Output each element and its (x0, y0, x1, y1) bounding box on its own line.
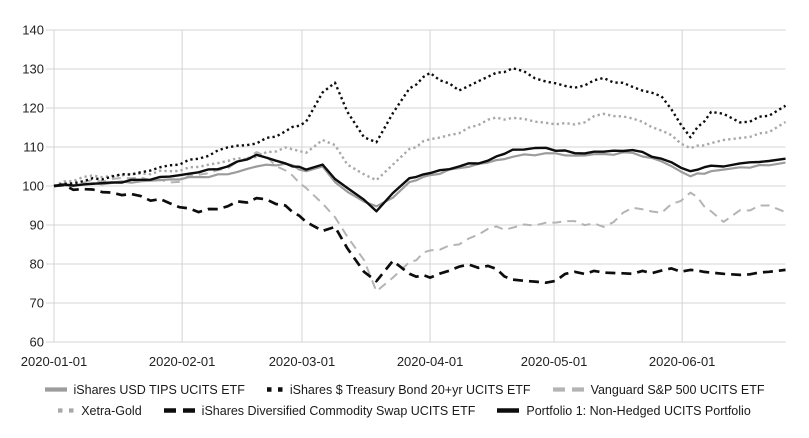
y-axis-tick-label: 110 (23, 140, 44, 155)
series-line-sp500 (53, 151, 786, 293)
series-line-commodity-swap (53, 183, 786, 285)
legend-item-treasury-20yr: iShares $ Treasury Bond 20+yr UCITS ETF (266, 382, 531, 397)
series-line-xetra-gold (53, 112, 787, 188)
legend-label: Xetra-Gold (81, 403, 142, 418)
legend-label: Portfolio 1: Non-Hedged UCITS Portfolio (526, 403, 751, 418)
legend-label: iShares USD TIPS UCITS ETF (73, 382, 245, 397)
legend-label: iShares $ Treasury Bond 20+yr UCITS ETF (289, 382, 531, 397)
legend-label: Vanguard S&P 500 UCITS ETF (590, 382, 765, 397)
chart-legend: iShares USD TIPS UCITS ETF iShares $ Trea… (0, 379, 809, 421)
x-axis-tick-label: 2020-01-01 (21, 354, 88, 369)
series-line-treasury-20yr (53, 66, 787, 188)
legend-item-xetra-gold: Xetra-Gold (58, 403, 142, 418)
y-axis-tick-label: 100 (22, 179, 44, 194)
y-axis-tick-label: 70 (30, 296, 44, 311)
series-line-portfolio-1 (53, 146, 786, 213)
y-axis-tick-label: 60 (30, 335, 44, 350)
series-lines (53, 66, 787, 293)
legend-item-tips: iShares USD TIPS UCITS ETF (44, 382, 245, 397)
legend-swatch-solid-icon (44, 387, 67, 392)
y-axis-tick-label: 120 (22, 101, 44, 116)
x-axis-tick-label: 2020-04-01 (397, 354, 464, 369)
x-axis-labels: 2020-01-01 2020-02-01 2020-03-01 2020-04-01… (21, 354, 716, 369)
legend-item-sp500: Vanguard S&P 500 UCITS ETF (552, 382, 765, 397)
legend-swatch-dashed-icon (163, 408, 195, 413)
legend-item-commodity-swap: iShares Diversified Commodity Swap UCITS… (163, 403, 476, 418)
legend-swatch-solid-icon (497, 408, 520, 413)
legend-label: iShares Diversified Commodity Swap UCITS… (201, 403, 476, 418)
legend-swatch-dashed-icon (552, 387, 584, 392)
y-axis-labels: 60 70 80 90 100 110 120 130 140 (22, 23, 44, 350)
legend-swatch-dotted-icon (266, 387, 283, 392)
series-line-tips (53, 151, 786, 208)
legend-row-2: Xetra-Gold iShares Diversified Commodity … (0, 400, 809, 421)
legend-swatch-dotted-icon (58, 408, 75, 413)
grid-lines (46, 29, 786, 343)
x-axis-tick-label: 2020-03-01 (269, 354, 336, 369)
legend-item-portfolio-1: Portfolio 1: Non-Hedged UCITS Portfolio (497, 403, 751, 418)
x-axis-tick-label: 2020-02-01 (149, 354, 216, 369)
y-axis-tick-label: 130 (22, 62, 44, 77)
legend-row-1: iShares USD TIPS UCITS ETF iShares $ Trea… (0, 379, 809, 400)
y-axis-tick-label: 90 (30, 218, 44, 233)
x-axis-tick-label: 2020-06-01 (649, 354, 716, 369)
x-axis-tick-label: 2020-05-01 (521, 354, 588, 369)
y-axis-tick-label: 80 (30, 257, 44, 272)
y-axis-tick-label: 140 (22, 23, 44, 38)
